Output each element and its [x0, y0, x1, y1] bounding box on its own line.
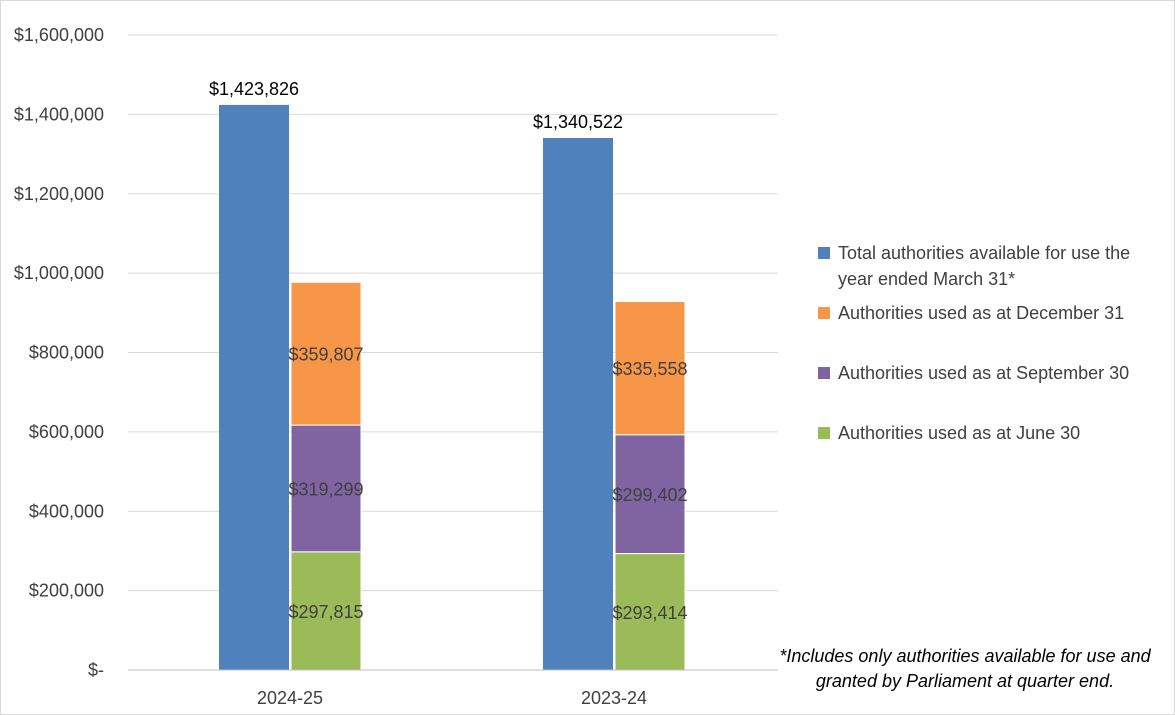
bar-total: [543, 137, 613, 670]
legend-item-december: Authorities used as at December 31: [818, 300, 1168, 326]
legend-label-december: Authorities used as at December 31: [838, 303, 1125, 323]
data-label-total: $1,423,826: [209, 79, 299, 99]
y-tick-label: $1,400,000: [14, 104, 104, 124]
chart-legend: Total authorities available for use the …: [818, 240, 1168, 446]
data-label-segment: $319,299: [288, 479, 363, 499]
bar-segment-1: [290, 551, 362, 671]
y-tick-label: $400,000: [29, 501, 104, 521]
data-label-segment: $297,815: [288, 602, 363, 622]
x-tick-label: 2023-24: [581, 688, 647, 708]
chart-footnote: *Includes only authorities available for…: [779, 646, 1151, 691]
bar-segment-2: [290, 424, 362, 553]
legend-label-total: Total authorities available for use the …: [838, 243, 1131, 289]
y-tick-label: $1,000,000: [14, 263, 104, 283]
y-tick-label: $600,000: [29, 422, 104, 442]
y-tick-label: $200,000: [29, 581, 104, 601]
bar-total: [219, 104, 289, 670]
legend-label-september: Authorities used as at September 30: [838, 363, 1130, 383]
legend-item-september: Authorities used as at September 30: [818, 360, 1168, 386]
legend-swatch-december: [818, 307, 830, 319]
data-label-segment: $335,558: [612, 359, 687, 379]
data-label-segment: $293,414: [612, 603, 687, 623]
y-tick-label: $800,000: [29, 343, 104, 363]
legend-item-total: Total authorities available for use the …: [818, 240, 1168, 292]
legend-label-june: Authorities used as at June 30: [838, 423, 1081, 443]
data-label-segment: $359,807: [288, 345, 363, 365]
data-label-total: $1,340,522: [533, 112, 623, 132]
bar-segment-3: [614, 301, 686, 436]
legend-swatch-total: [818, 247, 830, 259]
legend-swatch-september: [818, 367, 830, 379]
x-tick-label: 2024-25: [257, 688, 323, 708]
bar-segment-2: [614, 434, 686, 555]
legend-item-june: Authorities used as at June 30: [818, 420, 1168, 446]
y-tick-label: $1,200,000: [14, 184, 104, 204]
y-tick-label: $1,600,000: [14, 25, 104, 45]
legend-swatch-june: [818, 427, 830, 439]
data-label-segment: $299,402: [612, 485, 687, 505]
bar-segment-3: [290, 281, 362, 426]
y-tick-label: $-: [88, 660, 104, 680]
